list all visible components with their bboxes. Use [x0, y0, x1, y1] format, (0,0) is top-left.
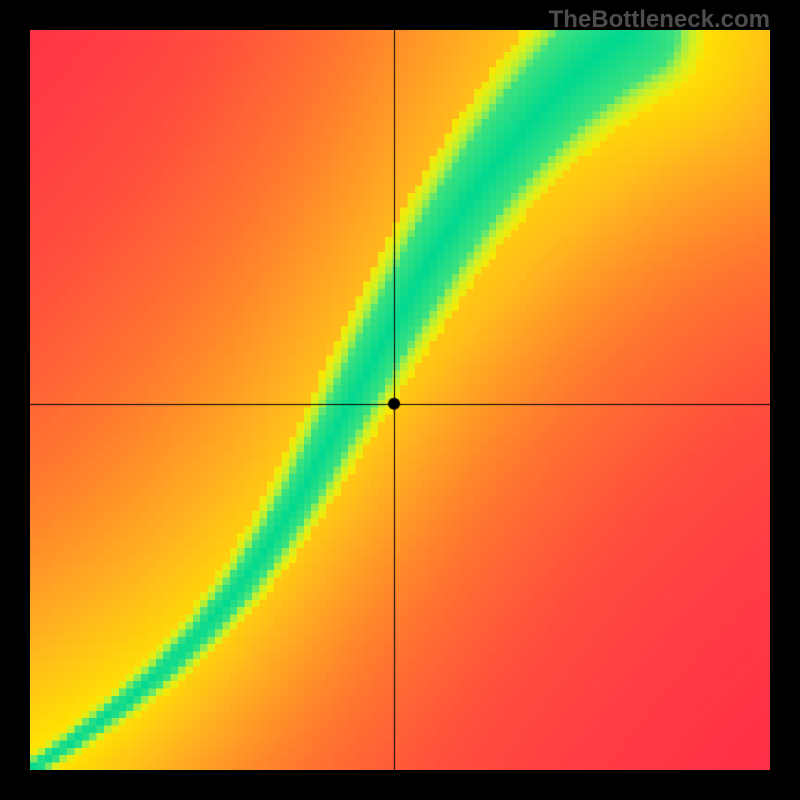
bottleneck-heatmap	[30, 30, 770, 770]
watermark-text: TheBottleneck.com	[549, 6, 770, 34]
chart-stage: TheBottleneck.com	[0, 0, 800, 800]
